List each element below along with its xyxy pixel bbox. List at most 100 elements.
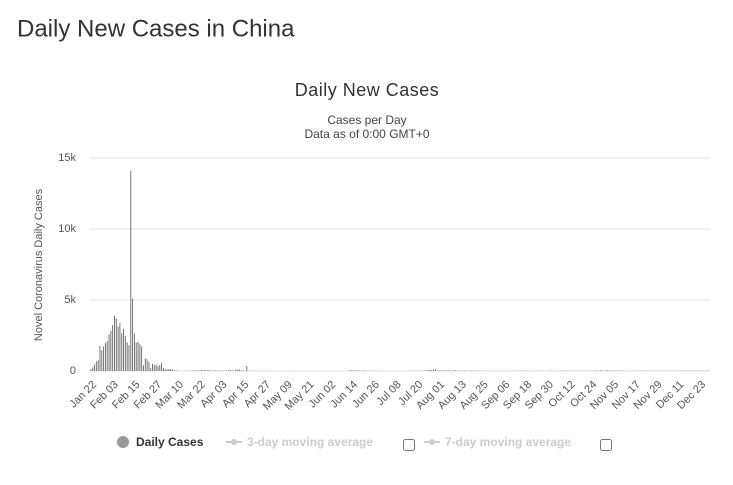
legend-item[interactable]: Daily Cases (136, 435, 204, 449)
bar (172, 369, 173, 371)
checkbox[interactable] (600, 439, 612, 451)
legend-item[interactable]: 3-day moving average (247, 435, 373, 449)
bar (353, 370, 355, 371)
bar (168, 369, 170, 371)
bar (224, 370, 226, 371)
bar (115, 318, 117, 371)
bar (433, 369, 434, 371)
bar (103, 346, 105, 371)
bar (130, 170, 132, 371)
bar (126, 342, 128, 371)
bar (157, 366, 159, 371)
bar (215, 370, 217, 371)
bar (133, 333, 135, 371)
bar (425, 370, 427, 371)
bar (161, 362, 163, 371)
bar (152, 363, 153, 371)
bar (202, 370, 204, 371)
bar (95, 361, 97, 371)
bar (150, 367, 152, 371)
bar (166, 369, 168, 371)
bar (429, 370, 431, 371)
bar (599, 370, 601, 371)
bar (447, 370, 449, 371)
bar (141, 346, 143, 371)
bar (213, 370, 215, 371)
chart-subtitle: Cases per Day (327, 113, 406, 127)
bar (197, 370, 199, 371)
bar (193, 370, 195, 371)
y-tick-label: 15k (58, 152, 76, 164)
bar (101, 350, 103, 371)
bar (137, 341, 139, 371)
y-tick-label: 5k (64, 294, 76, 306)
bar (99, 345, 101, 371)
bar (104, 342, 106, 371)
bar (445, 370, 447, 371)
bar (128, 345, 130, 371)
bar (242, 370, 244, 371)
bar (164, 369, 166, 371)
bar (454, 370, 456, 371)
bar (170, 368, 172, 371)
bar (237, 369, 239, 371)
bar (117, 326, 119, 371)
bar (144, 358, 146, 371)
bar (173, 370, 175, 371)
bar (607, 370, 609, 371)
bar (159, 364, 161, 371)
bar (110, 330, 112, 371)
bar (199, 370, 201, 371)
chart-subtitle: Data as of 0:00 GMT+0 (304, 127, 429, 141)
page-title: Daily New Cases in China (17, 15, 295, 42)
y-tick-label: 0 (70, 365, 76, 377)
bar (162, 368, 164, 371)
bar (349, 370, 351, 371)
legend-item[interactable]: 7-day moving average (445, 435, 571, 449)
bar (235, 369, 237, 371)
bar (114, 315, 115, 371)
bar (462, 370, 463, 371)
legend-symbol (231, 439, 237, 445)
bar (108, 334, 110, 371)
bar (97, 360, 99, 371)
bar (228, 370, 230, 371)
bar (601, 370, 603, 371)
y-axis-label: Novel Coronavirus Daily Cases (33, 188, 45, 341)
bar (132, 298, 134, 371)
bar (175, 370, 177, 371)
bar (195, 370, 197, 371)
bar (351, 370, 353, 371)
bar (135, 342, 137, 371)
bar (431, 370, 433, 371)
bar (146, 359, 148, 371)
bar (94, 364, 95, 371)
bar (442, 370, 444, 371)
legend-symbol (429, 439, 435, 445)
checkbox[interactable] (403, 439, 415, 451)
bar (206, 370, 208, 371)
bar (453, 370, 454, 371)
bar (143, 365, 144, 371)
bar (436, 370, 438, 371)
bar (155, 364, 157, 371)
bar (201, 369, 202, 371)
bar (139, 344, 141, 371)
bar (240, 370, 242, 371)
bar (124, 335, 126, 371)
bar (230, 370, 231, 371)
bar (356, 370, 358, 371)
bar (210, 370, 212, 371)
bar (119, 322, 121, 371)
bar (106, 341, 108, 371)
bar (239, 369, 241, 371)
bar (596, 370, 598, 371)
bar (233, 370, 235, 371)
bar (246, 366, 248, 371)
chart-title: Daily New Cases (295, 80, 440, 100)
bar (204, 370, 206, 371)
bar (92, 367, 94, 371)
bar (148, 361, 150, 371)
